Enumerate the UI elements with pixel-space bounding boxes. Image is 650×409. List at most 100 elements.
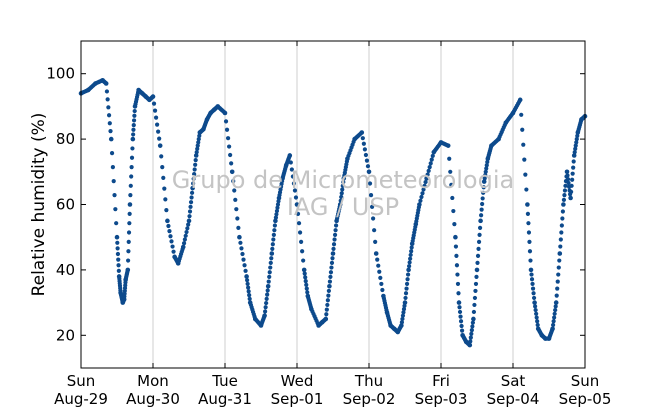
y-tick-label: 60: [56, 196, 75, 214]
interpolated-point: [108, 129, 113, 134]
interpolated-point: [418, 198, 423, 203]
data-point: [568, 195, 573, 201]
interpolated-point: [403, 295, 408, 301]
interpolated-point: [245, 278, 250, 283]
interpolated-point: [268, 260, 273, 265]
interpolated-point: [483, 169, 488, 174]
data-point: [406, 267, 411, 273]
interpolated-point: [530, 281, 535, 287]
data-point: [186, 218, 192, 224]
data-point: [528, 267, 534, 273]
interpolated-point: [157, 136, 162, 141]
interpolated-point: [477, 232, 482, 237]
interpolated-point: [529, 277, 535, 282]
interpolated-point: [559, 230, 564, 235]
interpolated-point: [125, 269, 130, 274]
interpolated-point: [128, 193, 133, 198]
data-point: [481, 179, 487, 184]
interpolated-point: [283, 165, 288, 170]
interpolated-point: [152, 108, 158, 113]
interpolated-point: [126, 239, 131, 244]
interpolated-point: [553, 304, 558, 309]
interpolated-point: [340, 187, 345, 192]
interpolated-point: [377, 269, 382, 274]
interpolated-point: [375, 257, 380, 262]
data-point: [471, 316, 476, 322]
interpolated-point: [279, 179, 285, 184]
interpolated-point: [426, 168, 431, 173]
interpolated-point: [333, 223, 339, 228]
interpolated-point: [115, 251, 121, 257]
interpolated-point: [126, 230, 132, 235]
interpolated-point: [225, 136, 231, 141]
interpolated-point: [474, 274, 479, 280]
interpolated-point: [527, 239, 532, 244]
interpolated-point: [472, 302, 477, 308]
interpolated-point: [246, 285, 251, 290]
interpolated-point: [449, 182, 454, 187]
interpolated-point: [529, 272, 534, 277]
interpolated-point: [339, 191, 344, 196]
interpolated-point: [470, 324, 475, 329]
data-point: [301, 267, 307, 273]
interpolated-point: [329, 260, 335, 265]
interpolated-point: [171, 249, 176, 254]
interpolated-point: [129, 165, 134, 170]
interpolated-point: [405, 272, 411, 277]
interpolated-point: [193, 158, 198, 163]
interpolated-point: [408, 256, 413, 261]
interpolated-point: [332, 237, 337, 242]
y-tick-label: 40: [56, 261, 75, 279]
interpolated-point: [372, 228, 377, 233]
interpolated-point: [551, 322, 556, 328]
x-tick-label-date: Aug-29: [54, 390, 108, 408]
interpolated-point: [291, 181, 297, 186]
interpolated-point: [252, 314, 257, 319]
data-point: [474, 267, 480, 273]
interpolated-point: [552, 315, 557, 320]
interpolated-point: [371, 216, 376, 221]
interpolated-point: [409, 245, 414, 250]
interpolated-point: [561, 197, 567, 202]
interpolated-point: [183, 233, 188, 238]
interpolated-point: [524, 187, 529, 192]
x-tick-label-day: Thu: [354, 372, 383, 390]
interpolated-point: [296, 221, 302, 226]
interpolated-point: [332, 232, 338, 237]
x-tick-label-day: Mon: [137, 372, 169, 390]
interpolated-point: [570, 177, 575, 182]
interpolated-point: [238, 240, 243, 245]
interpolated-point: [571, 159, 576, 164]
interpolated-point: [458, 314, 463, 319]
interpolated-point: [456, 291, 461, 296]
interpolated-point: [419, 194, 424, 200]
interpolated-point: [562, 193, 567, 198]
interpolated-point: [267, 270, 272, 275]
interpolated-point: [531, 291, 536, 296]
data-point: [130, 136, 136, 142]
interpolated-point: [535, 322, 540, 328]
data-point: [190, 185, 195, 191]
interpolated-point: [233, 197, 238, 202]
interpolated-point: [113, 207, 118, 212]
interpolated-point: [131, 132, 136, 137]
interpolated-point: [265, 288, 270, 293]
interpolated-point: [118, 288, 123, 293]
interpolated-point: [376, 263, 381, 268]
interpolated-point: [430, 153, 435, 159]
interpolated-point: [445, 143, 450, 148]
interpolated-point: [520, 127, 525, 132]
interpolated-point: [535, 319, 540, 324]
interpolated-point: [293, 195, 299, 200]
interpolated-point: [156, 129, 161, 134]
interpolated-point: [242, 263, 247, 268]
interpolated-point: [380, 287, 385, 293]
y-tick-label: 20: [56, 326, 75, 344]
interpolated-point: [563, 183, 568, 188]
interpolated-point: [549, 328, 555, 333]
interpolated-point: [116, 263, 121, 268]
x-tick-label-date: Sep-03: [415, 390, 468, 408]
interpolated-point: [534, 311, 539, 316]
interpolated-point: [479, 207, 484, 212]
